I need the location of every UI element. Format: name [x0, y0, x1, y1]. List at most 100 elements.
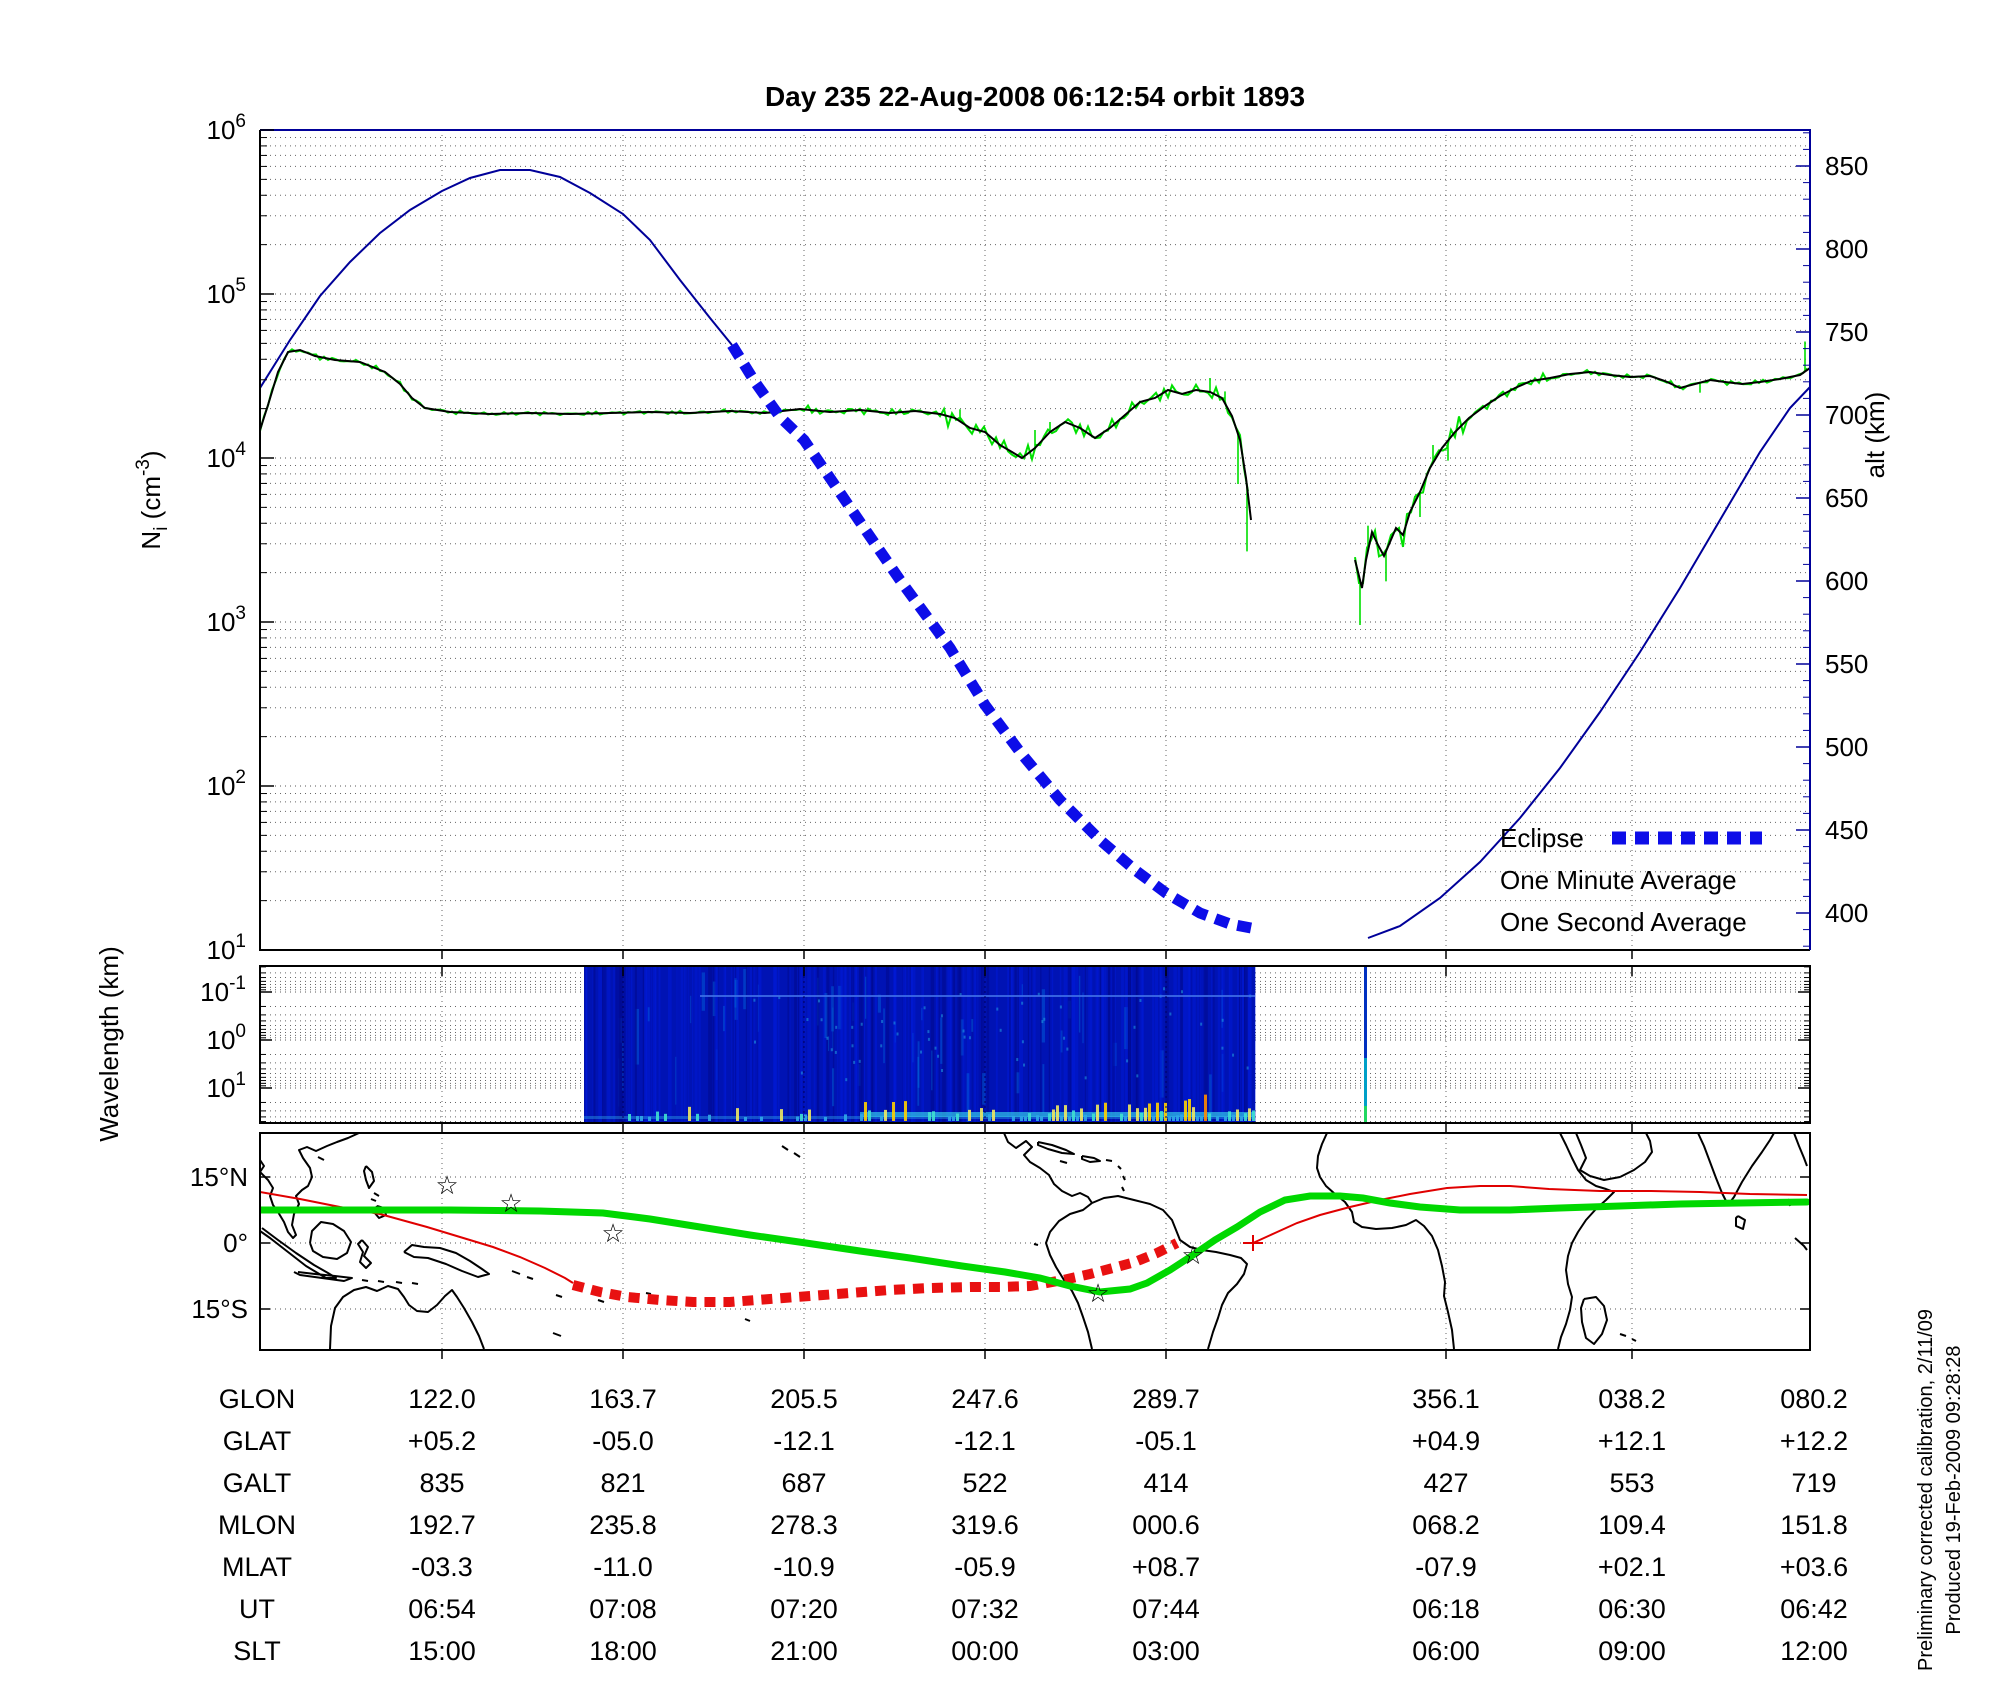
- spectro-speck: [817, 999, 820, 1003]
- table-cell: 278.3: [770, 1510, 838, 1540]
- spectro-stripe: [1229, 966, 1233, 1123]
- coastline: [1059, 1160, 1068, 1164]
- spectro-burst: [1128, 1104, 1131, 1121]
- table-row-label: MLAT: [222, 1552, 292, 1582]
- density-panel-grid: [260, 130, 1810, 950]
- spectro-stripe: [1110, 966, 1114, 1123]
- spectro-stripe: [679, 966, 684, 1123]
- table-cell: 522: [962, 1468, 1007, 1498]
- table-cell: 835: [419, 1468, 464, 1498]
- spectro-stripe: [712, 981, 716, 1017]
- table-cell: +12.1: [1598, 1426, 1666, 1456]
- spectro-stripe: [598, 966, 603, 1123]
- spectro-speck: [1163, 987, 1166, 991]
- spectro-burst: [1036, 1115, 1039, 1121]
- spectro-burst: [1104, 1102, 1107, 1121]
- spectro-stripe: [642, 966, 645, 1123]
- coastline: [1091, 1195, 1248, 1350]
- spectro-speck: [753, 998, 756, 1002]
- table-row-label: SLT: [233, 1636, 281, 1666]
- table-row-label: UT: [239, 1594, 275, 1624]
- alt-tick-label: 700: [1825, 400, 1868, 430]
- coastline: [317, 1156, 325, 1161]
- table-cell: 06:42: [1780, 1594, 1848, 1624]
- spectro-stripe: [807, 966, 811, 1123]
- spectro-stripe: [1017, 966, 1020, 1123]
- spectro-burst: [1244, 1113, 1247, 1121]
- spectro-burst: [1208, 1113, 1211, 1121]
- spectro-burst: [948, 1116, 951, 1121]
- spectro-stripe: [1052, 966, 1054, 1123]
- spectro-speck: [1246, 1066, 1249, 1070]
- spectro-stripe: [694, 966, 699, 1123]
- spectro-burst: [1084, 1114, 1087, 1121]
- spectro-stripe: [745, 966, 747, 1123]
- table-cell: -07.9: [1415, 1552, 1477, 1582]
- spectro-stripe: [658, 966, 661, 1123]
- spectro-stripe: [723, 966, 727, 1123]
- spectro-stripe: [1014, 966, 1017, 1123]
- spectro-stripe: [982, 1073, 986, 1105]
- spectro-speck: [826, 1036, 829, 1040]
- table-cell: 109.4: [1598, 1510, 1666, 1540]
- spectro-stripe: [885, 966, 890, 1123]
- spectro-stripe: [715, 966, 719, 1123]
- coastline: [1081, 1155, 1101, 1163]
- table-cell: 07:20: [770, 1594, 838, 1624]
- spectro-burst: [760, 1116, 763, 1121]
- spectro-speck: [851, 1025, 854, 1029]
- spectro-stripe: [734, 977, 737, 1008]
- spectro-stripe: [832, 966, 835, 1123]
- table-cell: 192.7: [408, 1510, 476, 1540]
- spectro-stripe: [1040, 966, 1042, 1123]
- spectro-burst: [1068, 1116, 1071, 1121]
- spectro-stripe: [1029, 966, 1032, 1123]
- spectro-stripe: [1185, 966, 1190, 1123]
- spectro-stripe: [629, 966, 633, 1123]
- table-row-label: GALT: [223, 1468, 292, 1498]
- spectro-stripe: [690, 995, 692, 1024]
- spectro-speck: [896, 1032, 899, 1036]
- spectro-stripe: [1134, 966, 1136, 1123]
- star-marker: ☆: [601, 1218, 624, 1248]
- spectro-stripe: [647, 1007, 650, 1022]
- spectro-burst: [1176, 1115, 1179, 1121]
- table-cell: +02.1: [1598, 1552, 1666, 1582]
- spectro-burst: [1140, 1112, 1143, 1121]
- spectro-speck: [996, 1007, 999, 1011]
- star-marker: ☆: [1181, 1240, 1204, 1270]
- coastline: [1575, 1133, 1653, 1181]
- spectro-stripe: [804, 966, 806, 1123]
- spectro-burst: [1188, 1099, 1191, 1121]
- table-cell: 719: [1791, 1468, 1836, 1498]
- spectro-speck: [851, 1044, 854, 1048]
- spectro-burst: [992, 1109, 995, 1121]
- spectro-stripe: [986, 966, 990, 1123]
- spectro-speck: [927, 1030, 930, 1034]
- spectro-stripe: [1059, 966, 1062, 1123]
- table-cell: 235.8: [589, 1510, 657, 1540]
- spectro-stripe: [1240, 966, 1242, 1123]
- coastline: [309, 1221, 352, 1260]
- spectro-stripe: [613, 966, 615, 1123]
- spectro-stripe: [1033, 966, 1036, 1123]
- spectro-stripe: [940, 1017, 943, 1064]
- spectro-stripe: [692, 966, 694, 1123]
- spectro-burst: [1200, 1116, 1203, 1121]
- spectro-burst: [1160, 1111, 1163, 1121]
- spectro-stripe: [860, 966, 864, 1123]
- spectro-stripe: [701, 972, 705, 1011]
- table-cell: 163.7: [589, 1384, 657, 1414]
- spectro-stripe: [1238, 966, 1240, 1123]
- table-cell: 06:30: [1598, 1594, 1666, 1624]
- spectro-stripe: [1071, 966, 1076, 1123]
- table-cell: 553: [1609, 1468, 1654, 1498]
- spectro-stripe: [584, 966, 588, 1123]
- spectro-stripe: [1015, 1072, 1020, 1094]
- alt-tick-label: 500: [1825, 732, 1868, 762]
- coastline: [1122, 1175, 1126, 1181]
- spectro-stripe: [1197, 966, 1199, 1123]
- spectro-speck: [927, 1037, 930, 1041]
- spectro-stripe: [995, 966, 998, 1123]
- spectro-stripe: [839, 966, 843, 1123]
